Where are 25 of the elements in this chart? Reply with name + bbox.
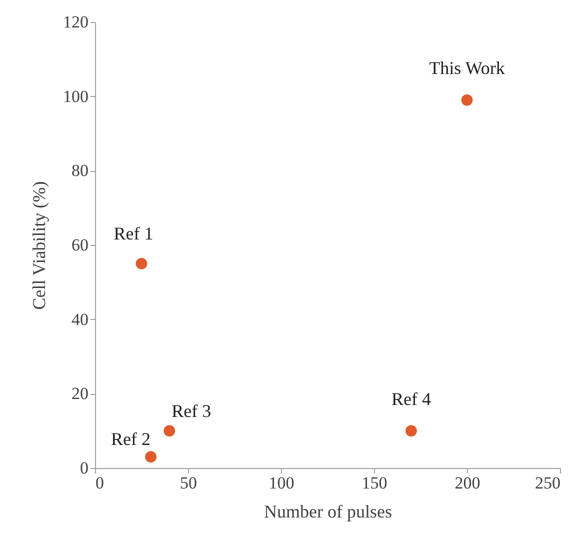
x-tick-label: 100 bbox=[268, 474, 294, 492]
annotation: Ref 4 bbox=[391, 388, 431, 409]
x-tick-label: 50 bbox=[180, 474, 197, 492]
point bbox=[164, 425, 176, 437]
point bbox=[461, 94, 473, 106]
annotation: Ref 3 bbox=[172, 400, 212, 421]
point bbox=[136, 258, 148, 270]
y-tick-label: 20 bbox=[72, 384, 88, 404]
y-tick-label: 0 bbox=[80, 458, 88, 478]
y-tick-label: 80 bbox=[72, 161, 88, 180]
y-tick-label: 60 bbox=[72, 236, 88, 254]
x-tick-label: 150 bbox=[362, 474, 388, 492]
y-axis-title: Cell Viability (%) bbox=[29, 181, 49, 310]
point bbox=[406, 425, 417, 437]
annotation: Ref 2 bbox=[111, 428, 151, 449]
y-tick-label: 120 bbox=[63, 12, 88, 32]
x-tick-label: 250 bbox=[535, 474, 560, 492]
point bbox=[145, 451, 156, 463]
x-tick-label: 200 bbox=[454, 474, 480, 492]
annotation: Ref 1 bbox=[114, 224, 154, 244]
y-tick-label: 100 bbox=[63, 86, 88, 106]
y-tick-label: 40 bbox=[72, 310, 88, 329]
x-tick-label: 0 bbox=[96, 474, 104, 492]
annotation: This Work bbox=[429, 58, 505, 78]
x-axis-title: Number of pulses bbox=[264, 502, 392, 522]
